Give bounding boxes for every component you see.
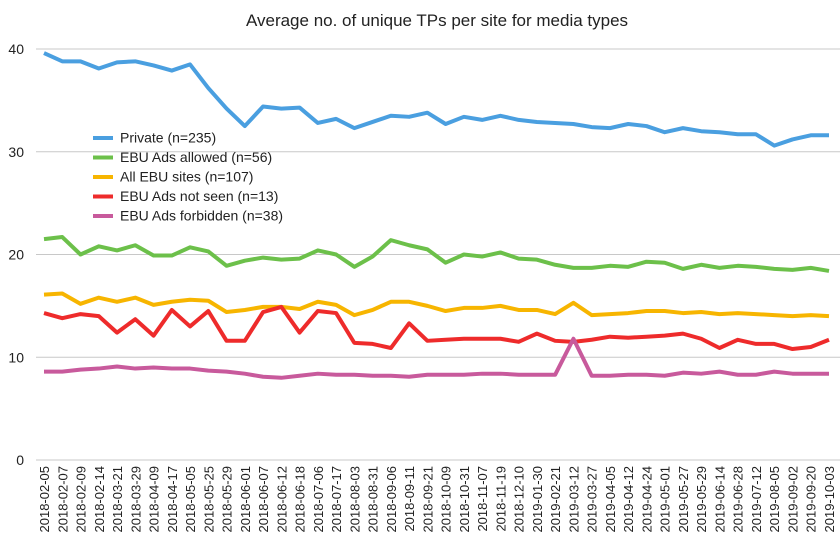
x-tick-label: 2019-06-28 [731, 466, 746, 533]
x-tick-label: 2019-09-02 [785, 466, 800, 533]
y-tick-label: 20 [8, 247, 24, 263]
y-tick-label: 30 [8, 144, 24, 160]
x-tick-label: 2018-06-07 [256, 466, 271, 533]
x-tick-label: 2018-10-31 [457, 466, 472, 533]
x-tick-label: 2018-04-17 [165, 466, 180, 533]
x-tick-label: 2018-05-25 [201, 466, 216, 533]
x-tick-label: 2018-09-06 [384, 466, 399, 533]
x-tick-label: 2019-05-01 [658, 466, 673, 533]
x-tick-label: 2018-07-17 [329, 466, 344, 533]
x-tick-label: 2018-02-09 [74, 466, 89, 533]
x-tick-label: 2018-11-07 [475, 466, 490, 532]
y-tick-label: 0 [16, 452, 24, 468]
x-tick-label: 2019-03-12 [566, 466, 581, 533]
x-tick-label: 2018-02-05 [37, 466, 52, 533]
x-tick-label: 2019-03-27 [585, 466, 600, 533]
legend-label: EBU Ads forbidden (n=38) [120, 208, 283, 224]
chart-title: Average no. of unique TPs per site for m… [246, 11, 628, 30]
x-tick-label: 2018-03-21 [110, 466, 125, 533]
x-tick-label: 2018-08-31 [366, 466, 381, 533]
x-tick-label: 2019-06-14 [712, 466, 727, 533]
legend-label: EBU Ads allowed (n=56) [120, 149, 272, 165]
legend-label: All EBU sites (n=107) [120, 169, 253, 185]
x-tick-label: 2018-09-11 [402, 466, 417, 532]
x-tick-label: 2019-09-20 [804, 466, 819, 533]
x-tick-label: 2018-03-29 [128, 466, 143, 533]
x-tick-label: 2018-05-29 [220, 466, 235, 533]
line-series [43, 235, 830, 273]
x-tick-label: 2018-07-06 [311, 466, 326, 533]
x-tick-label: 2018-08-03 [347, 466, 362, 533]
x-tick-label: 2018-06-12 [274, 466, 289, 533]
x-tick-label: 2018-11-19 [493, 466, 508, 532]
x-tick-label: 2018-02-07 [55, 466, 70, 533]
y-tick-label: 10 [8, 349, 24, 365]
x-tick-label: 2019-07-12 [749, 466, 764, 533]
x-tick-label: 2019-01-30 [530, 466, 545, 533]
line-series [43, 291, 830, 319]
line-series [44, 336, 829, 380]
x-tick-label: 2018-05-05 [183, 466, 198, 533]
x-tick-label: 2018-06-18 [293, 466, 308, 533]
x-tick-label: 2018-12-10 [512, 466, 527, 533]
legend-label: EBU Ads not seen (n=13) [120, 188, 278, 204]
legend-label: Private (n=235) [120, 130, 216, 146]
line-series [43, 304, 830, 352]
line-series [43, 51, 829, 148]
x-tick-label: 2019-10-03 [822, 466, 837, 533]
x-tick-label: 2019-04-24 [639, 466, 654, 533]
x-tick-label: 2019-04-05 [603, 466, 618, 533]
x-tick-label: 2019-05-29 [694, 466, 709, 533]
x-tick-label: 2018-06-01 [238, 466, 253, 533]
x-tick-label: 2019-08-05 [767, 466, 782, 533]
x-tick-label: 2018-10-09 [439, 466, 454, 533]
x-tick-label: 2018-09-21 [420, 466, 435, 533]
x-tick-label: 2019-02-21 [548, 466, 563, 533]
y-tick-label: 40 [8, 41, 24, 57]
x-tick-label: 2018-04-09 [147, 466, 162, 533]
x-tick-label: 2019-04-12 [621, 466, 636, 533]
x-tick-label: 2018-02-14 [92, 466, 107, 533]
x-tick-label: 2019-05-27 [676, 466, 691, 533]
